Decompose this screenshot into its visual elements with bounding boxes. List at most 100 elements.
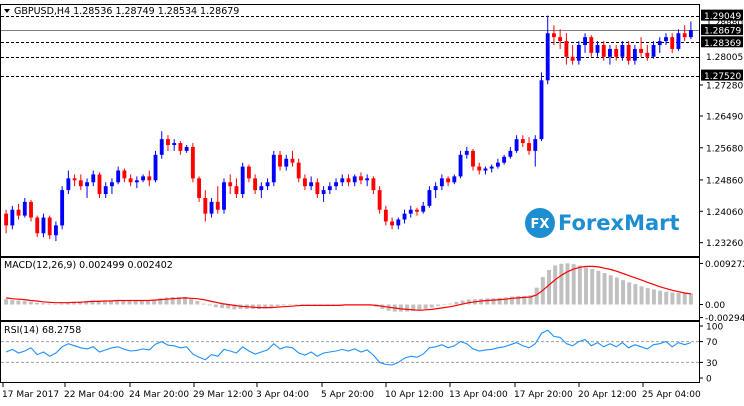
candle-body xyxy=(452,176,457,183)
macd-bar xyxy=(510,296,514,305)
candle-body xyxy=(259,186,264,191)
macd-bar xyxy=(115,300,120,305)
rsi-tick-label: 70 xyxy=(706,338,718,348)
candle-body xyxy=(22,201,27,216)
macd-bar xyxy=(553,265,558,305)
macd-bar xyxy=(108,300,113,305)
macd-bar xyxy=(47,303,52,305)
macd-bar xyxy=(448,303,453,305)
logo-text: ForexMart xyxy=(558,211,680,235)
macd-bar xyxy=(176,296,181,305)
logo-badge-text: FX xyxy=(531,217,550,232)
price-tick-label: 1.25680 xyxy=(706,144,743,154)
candle-body xyxy=(495,162,500,167)
macd-bar xyxy=(503,297,508,305)
price-tick-label: 1.26490 xyxy=(706,112,743,122)
macd-bar xyxy=(53,304,58,305)
macd-bar xyxy=(571,264,576,305)
time-tick-label: 3 Apr 04:00 xyxy=(256,390,309,400)
macd-bar xyxy=(16,300,21,305)
candle-body xyxy=(508,150,513,157)
macd-bar xyxy=(232,304,237,310)
candle-body xyxy=(240,166,245,195)
symbol-header: GBPUSD,H4 1.28536 1.28749 1.28534 1.2867… xyxy=(14,6,239,17)
macd-bar xyxy=(485,298,490,305)
logo-badge-icon xyxy=(525,208,555,238)
candle-body xyxy=(296,162,301,179)
macd-bar xyxy=(423,304,428,309)
candle-body xyxy=(477,166,482,171)
candle-body xyxy=(290,158,295,163)
macd-label: MACD(12,26,9) 0.002499 0.002402 xyxy=(4,260,173,271)
candle-body xyxy=(676,33,681,49)
candle-body xyxy=(178,143,183,151)
candle-body xyxy=(302,178,307,187)
macd-bar xyxy=(621,280,626,305)
candle-body xyxy=(41,217,46,234)
macd-bar xyxy=(602,273,607,305)
candle-body xyxy=(458,154,463,177)
macd-bar xyxy=(41,303,46,305)
macd-bar xyxy=(96,300,101,305)
macd-bar xyxy=(102,300,107,305)
macd-tick-label: 0.009272 xyxy=(705,260,744,270)
candle-body xyxy=(558,37,563,42)
candle-body xyxy=(222,182,226,210)
candle-body xyxy=(471,150,475,167)
macd-bar xyxy=(429,304,434,308)
macd-bar xyxy=(71,301,76,305)
macd-bar xyxy=(633,284,638,305)
candle-body xyxy=(271,154,276,183)
macd-bar xyxy=(201,303,206,305)
macd-indicator: 0.009272 0.00 -0.002949 xyxy=(4,260,744,324)
macd-bar xyxy=(466,299,471,305)
macd-bar xyxy=(139,300,144,305)
forexmart-logo: FX ForexMart xyxy=(525,208,680,238)
time-axis: 17 Mar 2017 22 Mar 04:00 24 Mar 20:00 29 Ma… xyxy=(2,383,701,400)
candle-body xyxy=(670,37,675,49)
candle-body xyxy=(53,225,58,236)
macd-bar xyxy=(4,299,9,305)
macd-bar xyxy=(59,303,64,305)
macd-bar xyxy=(281,304,286,306)
macd-bar xyxy=(590,269,595,305)
candle-body xyxy=(110,182,114,187)
macd-bar xyxy=(577,265,582,305)
macd-bar xyxy=(516,296,521,305)
macd-bar xyxy=(454,301,459,305)
level-tag-label: 1.29049 xyxy=(704,12,741,22)
candle-body xyxy=(396,219,401,226)
candle-body xyxy=(85,182,89,187)
candle-body xyxy=(134,180,139,183)
collapse-triangle-icon[interactable] xyxy=(4,9,10,13)
macd-bar xyxy=(411,304,416,312)
macd-bar xyxy=(226,304,231,309)
candle-body xyxy=(197,178,202,198)
candle-body xyxy=(446,178,451,183)
level-tag-label: 1.28679 xyxy=(704,27,741,37)
macd-bar xyxy=(435,304,440,306)
candle-body xyxy=(589,37,594,53)
macd-bar xyxy=(479,298,484,305)
price-tick-label: 1.23260 xyxy=(706,239,743,249)
macd-bar xyxy=(84,300,89,305)
candle-body xyxy=(682,33,687,38)
level-tag-bg xyxy=(701,36,743,48)
candle-body xyxy=(309,182,314,187)
candle-body xyxy=(664,37,668,42)
candle-body xyxy=(153,154,158,181)
level-label: 1.28880 xyxy=(706,19,743,29)
candle-body xyxy=(265,182,270,187)
candle-body xyxy=(427,190,432,206)
candle-body xyxy=(72,178,77,181)
macd-bar xyxy=(263,304,268,309)
candle-body xyxy=(570,56,575,61)
macd-bar xyxy=(417,304,422,311)
rsi-label: RSI(14) 68.2758 xyxy=(4,325,81,336)
time-tick-label: 5 Apr 20:00 xyxy=(321,390,374,400)
macd-bar xyxy=(195,300,200,305)
macd-bar xyxy=(164,297,169,305)
candle-body xyxy=(601,45,606,57)
candle-body xyxy=(415,209,419,212)
candle-body xyxy=(383,209,388,222)
